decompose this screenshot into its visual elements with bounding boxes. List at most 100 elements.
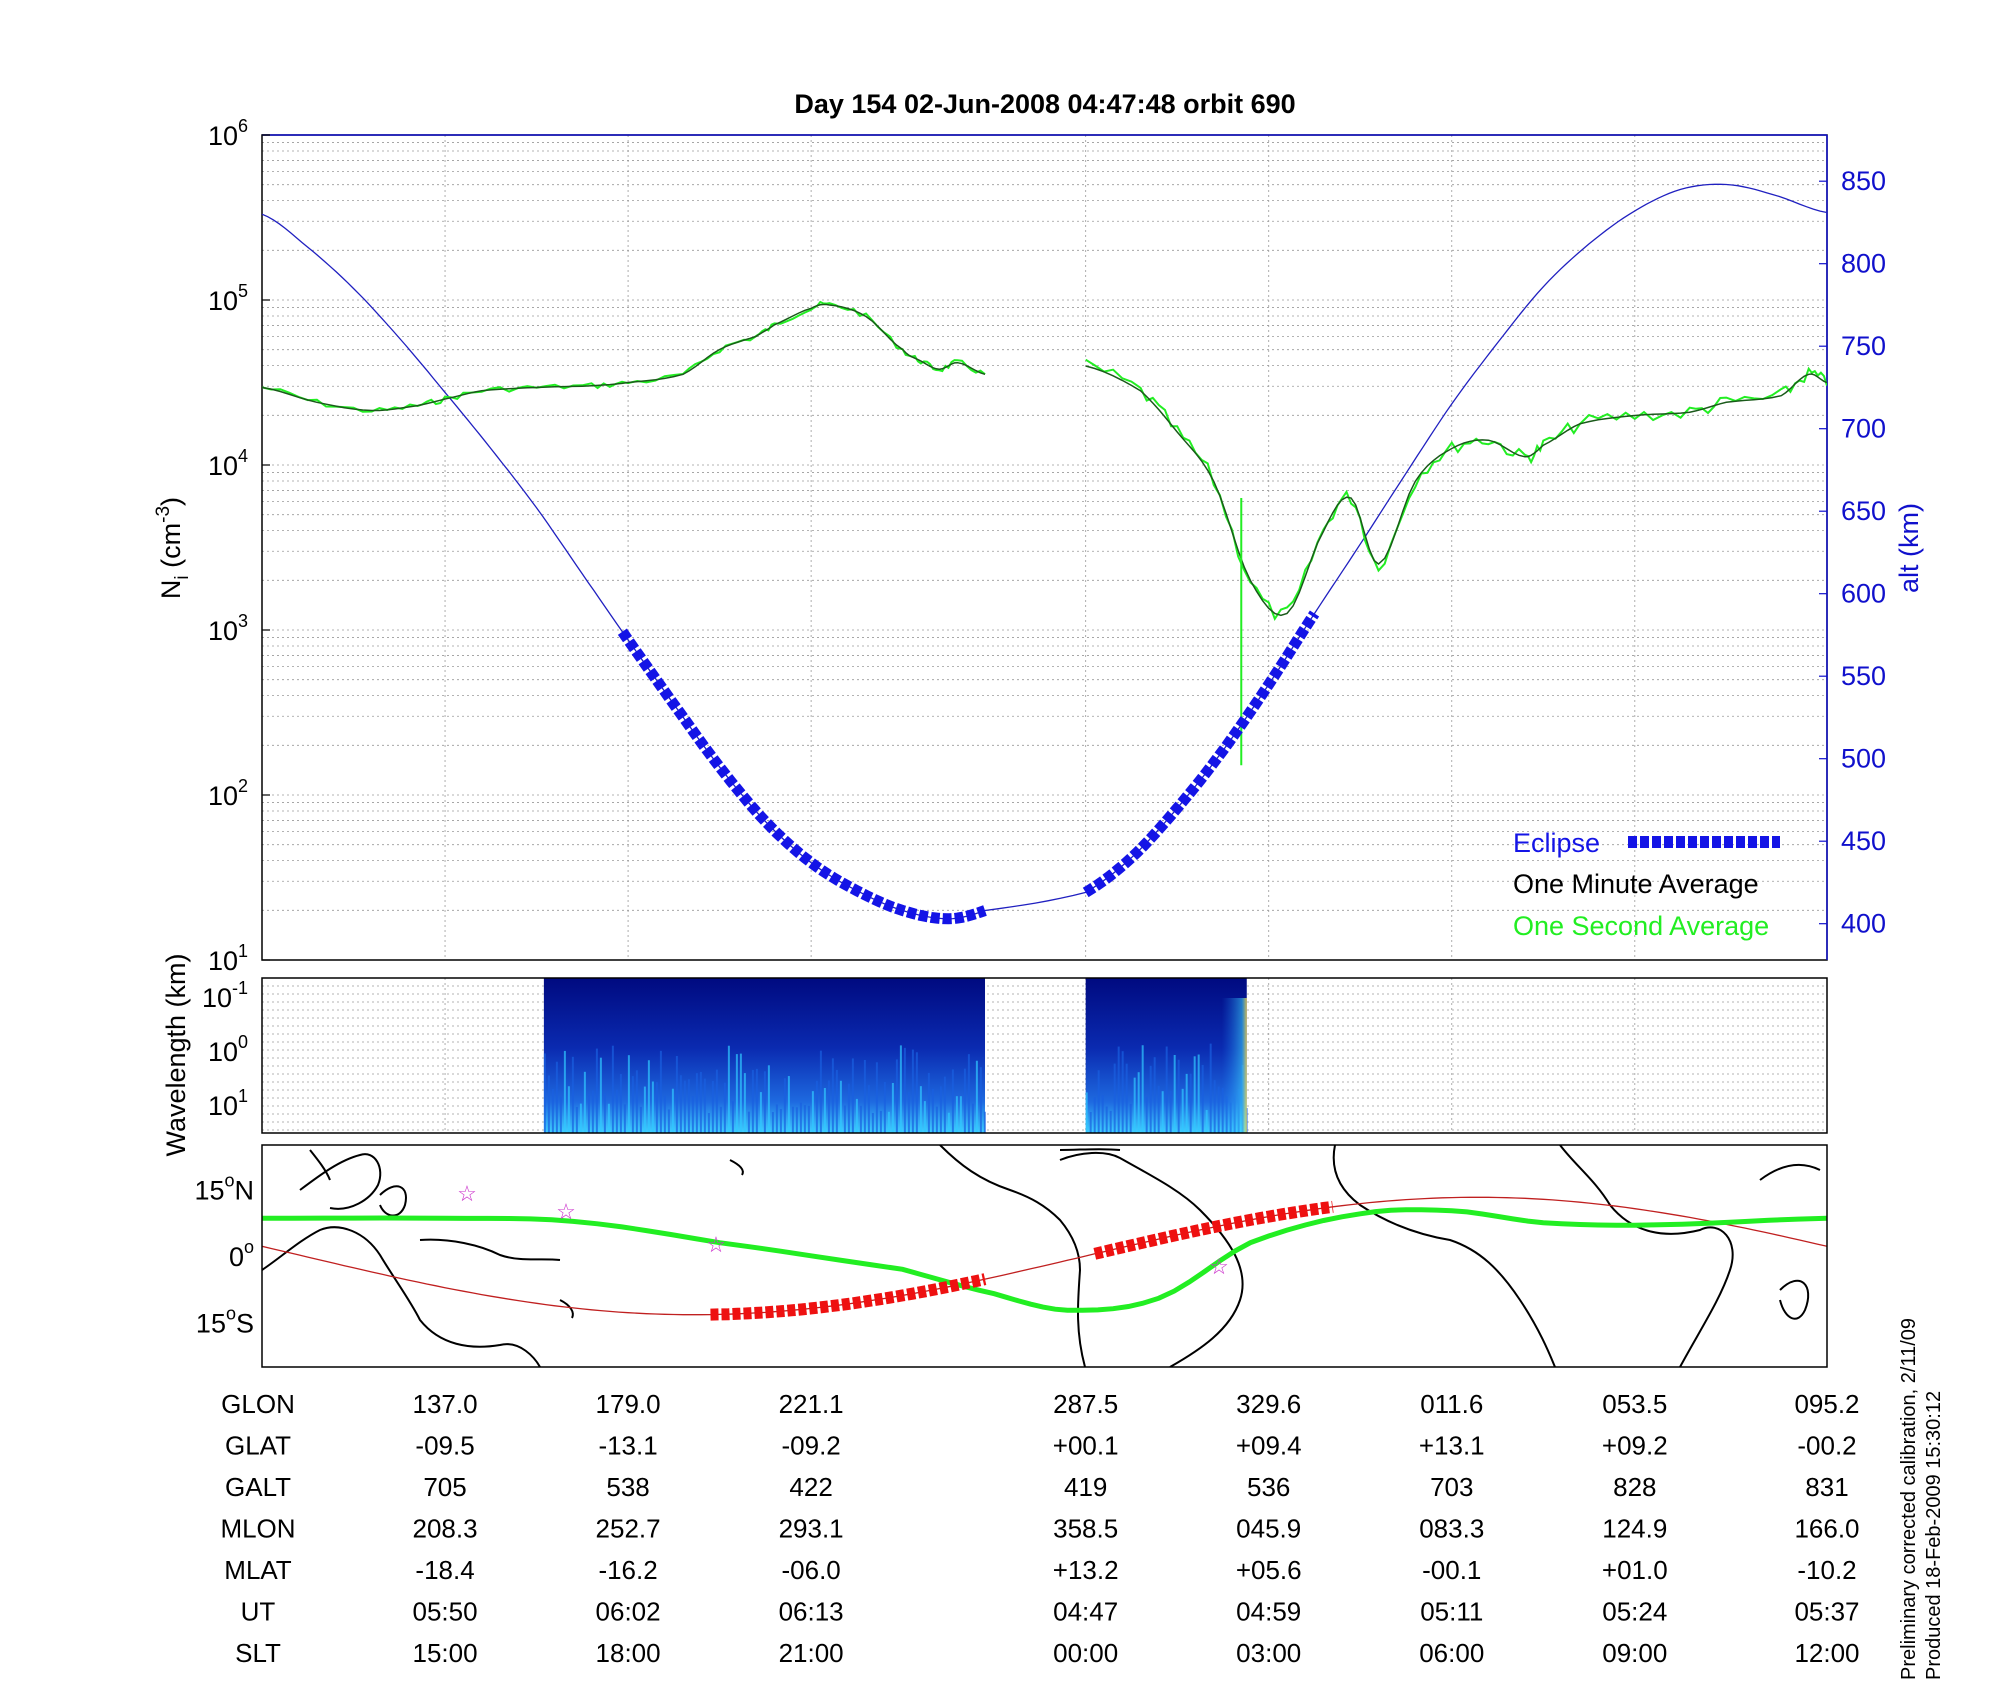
spectrogram-stripe [883,1081,886,1133]
spectrogram-stripe [975,1060,978,1133]
table-cell: 05:24 [1602,1597,1667,1627]
coordinate-table: GLON 137.0 179.0 221.1 287.5 329.6 011.6 053.5 0… [220,1389,1859,1668]
y2-axis-label: alt (km) [1894,503,1924,593]
spectrogram-stripe [803,1105,806,1133]
spectrogram-stripe [867,1085,870,1133]
spectrogram-stripe [747,1111,750,1133]
pacific-islands-b [729,1159,744,1176]
spectrogram-stripe [715,1069,718,1133]
table-row-label: GALT [225,1472,291,1502]
spectrogram-stripe [643,1086,646,1133]
table-row-label: UT [241,1597,276,1627]
spectrogram-stripe [619,1074,622,1133]
y2-tick-label: 850 [1841,166,1886,196]
spectrogram-hotspot [1221,998,1247,1133]
altitude-line [262,183,1827,920]
africa-west-coast [1332,1145,1556,1367]
y-tick-label: 106 [208,116,248,151]
table-cell: 536 [1247,1472,1290,1502]
spectrogram-stripe [763,1071,766,1133]
spectrogram-stripe [915,1052,918,1133]
legend-eclipse-label: Eclipse [1513,828,1600,858]
spectrogram-stripe [771,1112,774,1133]
spectrogram-stripe [1101,1095,1104,1133]
table-cell: 21:00 [779,1638,844,1668]
spectrogram-stripe [1125,1063,1128,1133]
y2-tick-label: 550 [1841,661,1886,691]
spectrogram-stripe [727,1045,730,1133]
spectrogram-stripe [731,1101,734,1133]
spectrogram-stripe [543,1053,546,1133]
spectrogram-stripe [575,1106,578,1133]
y2-tick-label: 600 [1841,579,1886,609]
y2-tick-label: 400 [1841,909,1886,939]
legend: Eclipse One Minute Average One Second Av… [1513,828,1780,941]
spectrogram-stripe [667,1109,670,1133]
table-cell: 287.5 [1053,1389,1118,1419]
y2-axis-ticks: 400 450 500 550 600 650 700 750 800 850 [1819,166,1886,939]
spectrogram-stripe [955,1096,958,1133]
spectrogram-stripe [587,1093,590,1133]
spectrogram-stripe [823,1087,826,1133]
station-star-2: ☆ [556,1199,576,1224]
spectrogram-stripe [1189,1073,1192,1133]
map-content: ☆ ☆ ☆ ☆ [262,1145,1827,1367]
spectrogram-stripe [1209,1043,1212,1133]
madagascar-coast [1779,1279,1810,1320]
spectrogram-stripe [599,1057,602,1133]
pacific-islands-a [559,1299,574,1319]
spectrogram-stripe [1149,1065,1152,1133]
spectrogram-stripe [795,1107,798,1133]
spectrogram-stripe [775,1104,778,1133]
spectrogram-stripe [743,1073,746,1133]
spectrogram-tick-label: 10-1 [202,978,248,1013]
y2-tick-label: 700 [1841,414,1886,444]
spectrogram-stripe [1105,1106,1108,1133]
spectrogram-stripe [807,1105,810,1133]
spectrogram-stripe [879,1110,882,1133]
spectrogram-stripe [695,1073,698,1133]
table-row-label: GLAT [225,1431,291,1461]
spectrogram-stripe [1177,1059,1180,1133]
spectrogram-stripe [571,1056,574,1133]
spectrogram-stripe [819,1050,822,1133]
philippines-coast [309,1149,331,1181]
y-tick-label: 102 [208,776,248,811]
spectrogram-stripe [1197,1054,1200,1133]
spectrogram-stripe [863,1060,866,1133]
table-cell: 06:13 [779,1597,844,1627]
table-cell: 221.1 [779,1389,844,1419]
spectrogram-stripe [671,1088,674,1133]
spectrogram-stripe [1145,1096,1148,1133]
y-tick-label: 101 [208,941,248,976]
spectrogram-stripe [1165,1046,1168,1133]
spectrogram-grid [262,978,1827,1133]
spectrogram-stripe [583,1071,586,1133]
spectrogram-stripe [1157,1085,1160,1133]
spectrogram-stripe [663,1095,666,1133]
eclipse-segment-b [1082,610,1320,898]
map-tick-label: 15oS [196,1304,254,1339]
spectrogram-stripe [1129,1103,1132,1133]
chart-title: Day 154 02-Jun-2008 04:47:48 orbit 690 [794,89,1295,119]
legend-one-second-label: One Second Average [1513,911,1769,941]
spectrogram-y-ticks: 10-1 100 101 [202,978,248,1121]
arabia-coast [1759,1163,1821,1181]
spectrogram-stripe [1185,1073,1188,1133]
spectrogram-stripe [951,1069,954,1133]
table-cell: 09:00 [1602,1638,1667,1668]
spectrogram-stripe [935,1106,938,1133]
eclipse-segment-a [617,628,987,925]
table-cell: 358.5 [1053,1514,1118,1544]
one-minute-average-line-b [1085,365,1827,617]
y2-tick-label: 500 [1841,744,1886,774]
station-star-3: ☆ [706,1232,726,1257]
table-cell: -06.0 [781,1555,840,1585]
spectrogram-stripe [839,1080,842,1133]
spectrogram-stripe [639,1106,642,1133]
spectrogram-tick-label: 100 [208,1032,248,1067]
coastlines [262,1145,1821,1367]
spectrogram-stripe [559,1096,562,1133]
table-cell: 04:47 [1053,1597,1118,1627]
spectrogram-stripe [719,1106,722,1133]
